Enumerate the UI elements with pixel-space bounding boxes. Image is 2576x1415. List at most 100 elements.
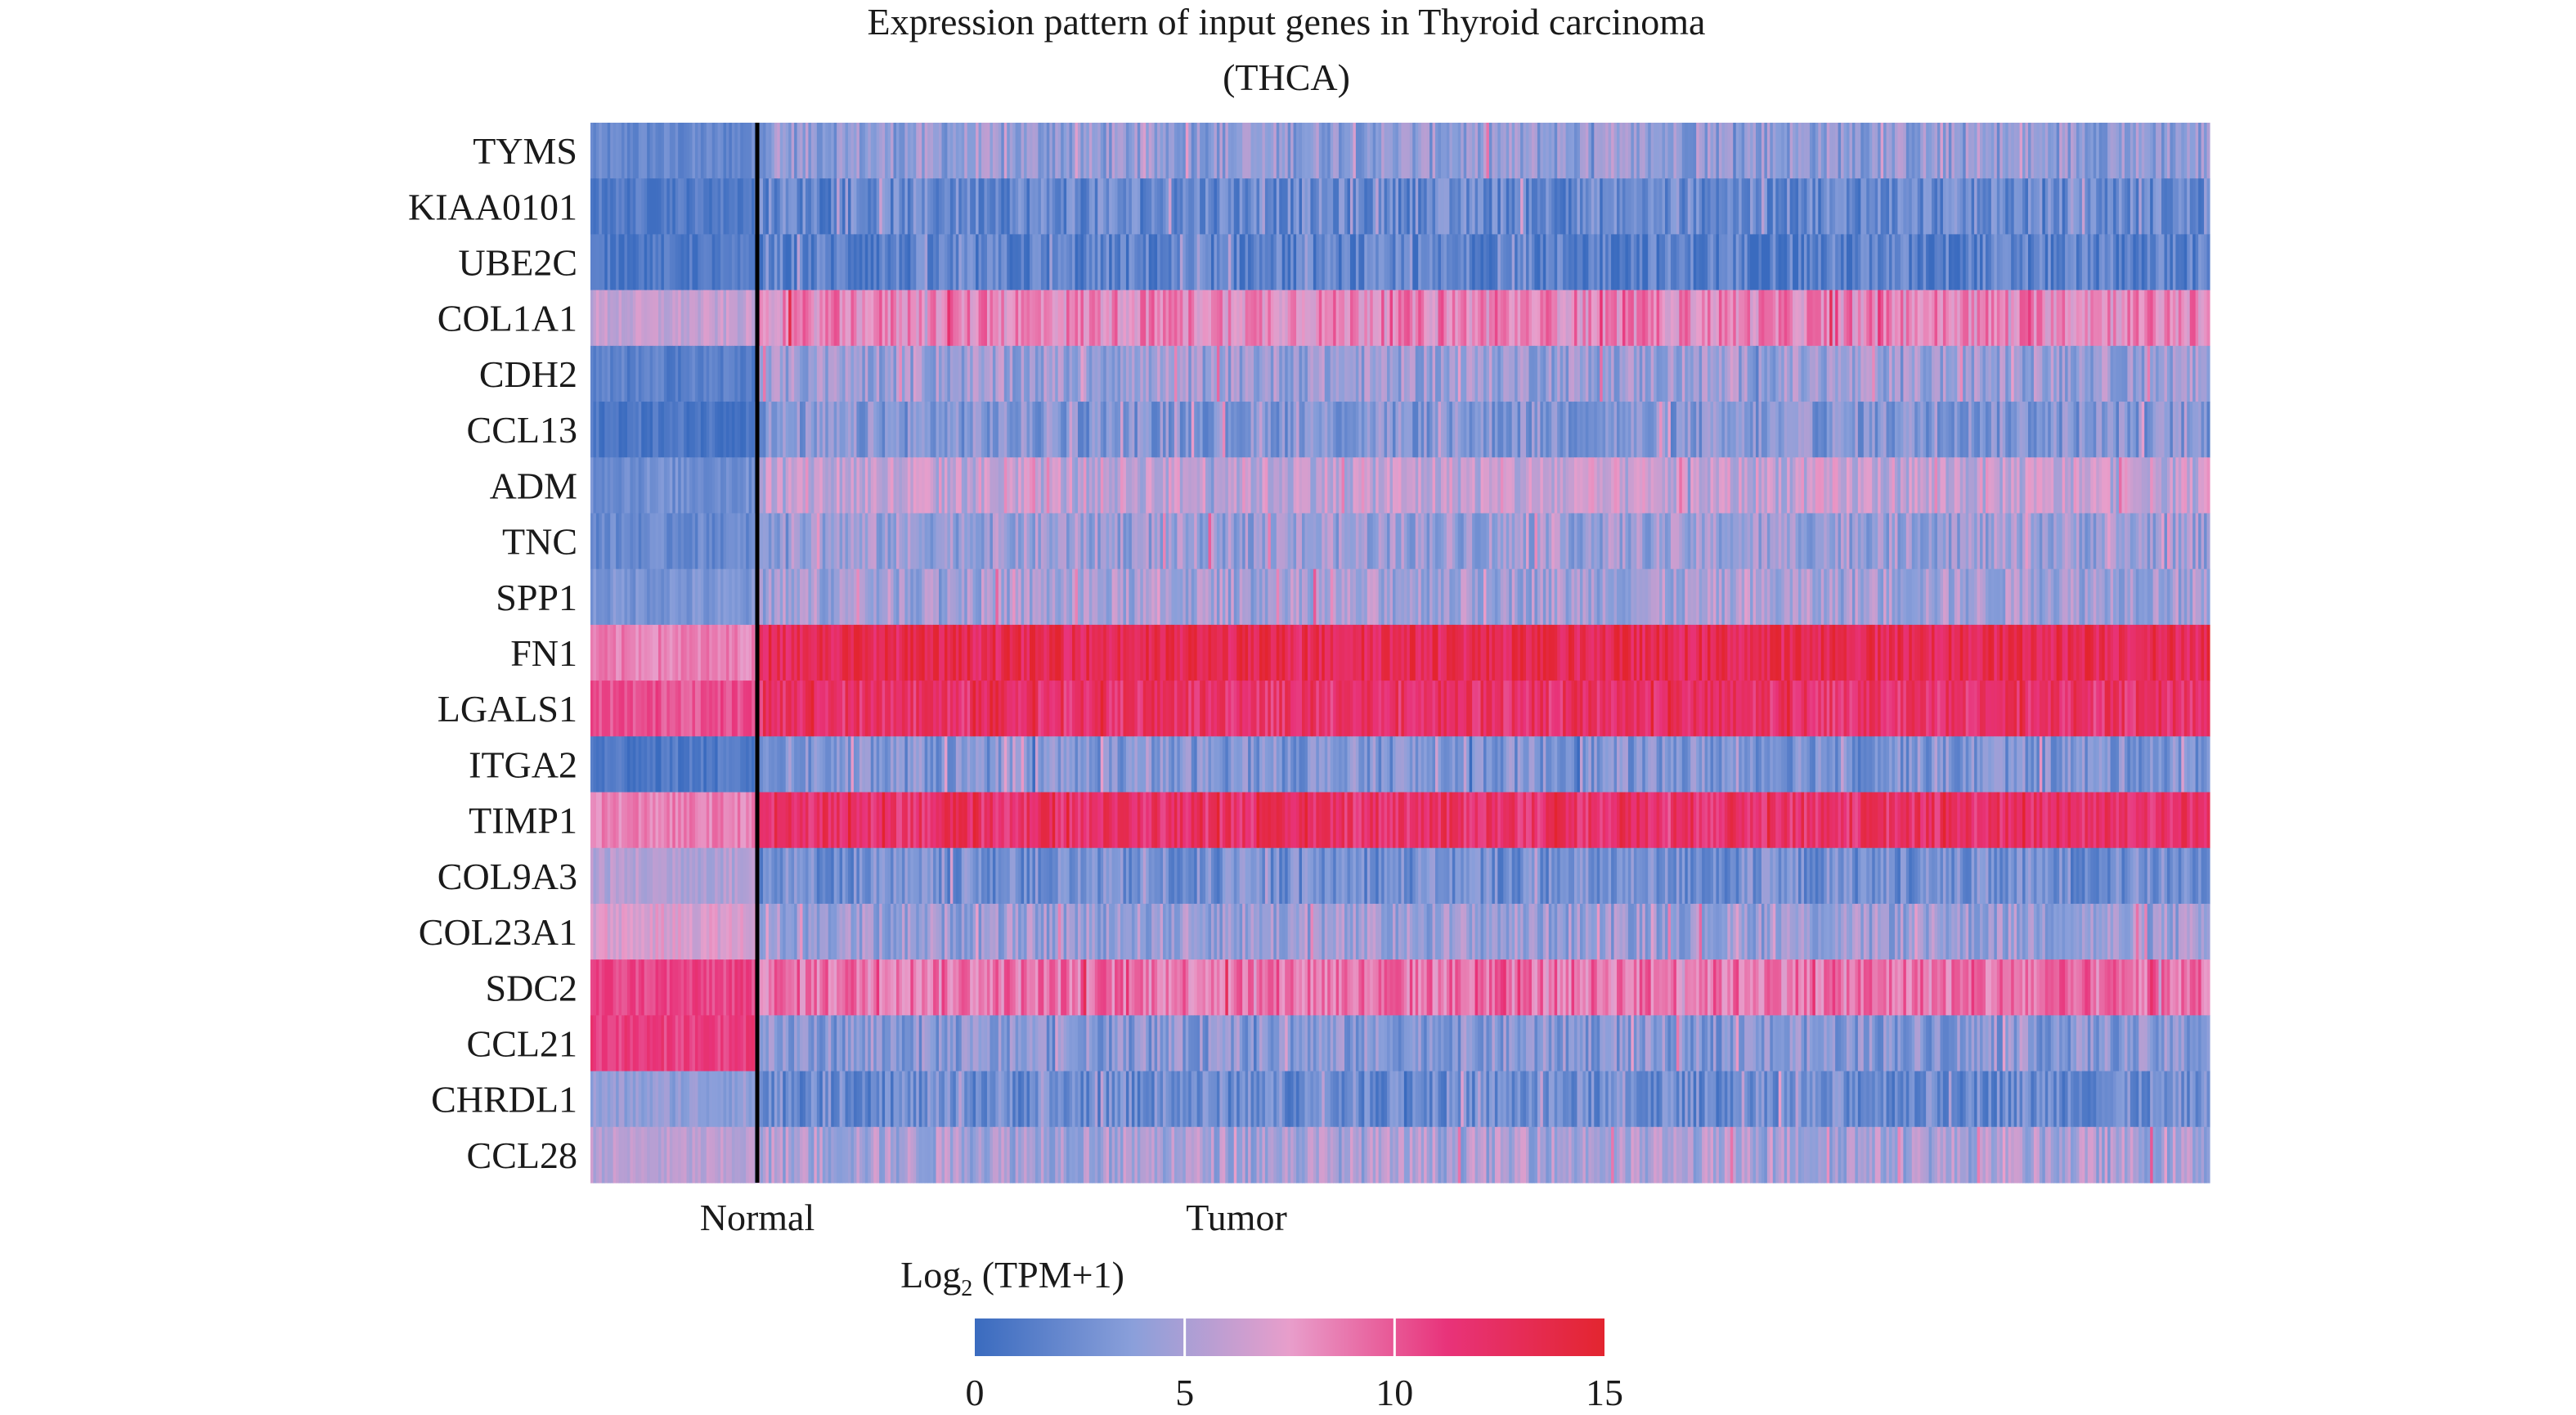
heatmap-cell-tumor bbox=[1335, 568, 1340, 626]
heatmap-cell-tumor bbox=[1878, 234, 1882, 291]
heatmap-cell-tumor bbox=[1716, 513, 1720, 570]
heatmap-cell-tumor bbox=[1509, 513, 1513, 570]
heatmap-cell-tumor bbox=[1211, 513, 1215, 570]
heatmap-cell-normal bbox=[717, 457, 721, 514]
heatmap-cell-tumor bbox=[1982, 234, 1986, 291]
heatmap-cell-tumor bbox=[1982, 123, 1986, 179]
heatmap-cell-tumor bbox=[1007, 568, 1011, 626]
heatmap-cell-tumor bbox=[2187, 290, 2191, 347]
heatmap-cell-tumor bbox=[1287, 513, 1291, 570]
heatmap-cell-tumor bbox=[873, 568, 877, 626]
heatmap-cell-tumor bbox=[1894, 345, 1899, 402]
heatmap-cell-tumor bbox=[2013, 290, 2017, 347]
heatmap-cell-tumor bbox=[1878, 290, 1882, 347]
heatmap-cell-normal bbox=[689, 568, 693, 626]
heatmap-cell-tumor bbox=[2059, 402, 2063, 458]
heatmap-cell-tumor bbox=[1353, 457, 1357, 514]
heatmap-cell-tumor bbox=[904, 568, 909, 626]
heatmap-cell-tumor bbox=[1838, 513, 1842, 570]
heatmap-cell-tumor bbox=[1540, 290, 1544, 347]
heatmap-cell-tumor bbox=[1339, 457, 1343, 514]
heatmap-cell-tumor bbox=[1285, 123, 1289, 179]
heatmap-cell-tumor bbox=[936, 402, 940, 458]
heatmap-cell-normal bbox=[703, 513, 707, 570]
heatmap-cell-tumor bbox=[1474, 568, 1479, 626]
heatmap-cell-normal bbox=[626, 178, 631, 236]
heatmap-cell-tumor bbox=[1281, 234, 1286, 291]
heatmap-cell-tumor bbox=[1264, 568, 1268, 626]
heatmap-cell-tumor bbox=[2067, 123, 2071, 179]
heatmap-cell-normal bbox=[647, 234, 651, 291]
heatmap-cell-tumor bbox=[2198, 123, 2202, 179]
heatmap-cell-tumor bbox=[916, 457, 920, 514]
heatmap-cell-tumor bbox=[1293, 457, 1297, 514]
heatmap-cell-tumor bbox=[1457, 402, 1461, 458]
heatmap-cell-tumor bbox=[1523, 178, 1527, 236]
heatmap-cell-tumor bbox=[1492, 345, 1496, 402]
heatmap-cell-tumor bbox=[1497, 234, 1501, 291]
heatmap-cell-tumor bbox=[1497, 568, 1501, 626]
heatmap-cell-tumor bbox=[1233, 234, 1237, 291]
heatmap-cell-tumor bbox=[1324, 178, 1328, 236]
heatmap-cell-tumor bbox=[947, 178, 951, 236]
heatmap-cell-tumor bbox=[1704, 123, 1708, 179]
heatmap-cell-tumor bbox=[2005, 234, 2009, 291]
heatmap-cell-tumor bbox=[814, 568, 818, 626]
heatmap-cell-tumor bbox=[2116, 234, 2120, 291]
heatmap-cell-tumor bbox=[1227, 123, 1232, 179]
heatmap-cell-tumor bbox=[1279, 513, 1283, 570]
heatmap-cell-tumor bbox=[1026, 290, 1030, 347]
heatmap-cell-tumor bbox=[1327, 123, 1331, 179]
heatmap-cell-tumor bbox=[1216, 234, 1221, 291]
heatmap-cell-tumor bbox=[816, 178, 820, 236]
heatmap-cell-tumor bbox=[2017, 234, 2021, 291]
heatmap-cell-tumor bbox=[1174, 178, 1178, 236]
heatmap-cell-tumor bbox=[2201, 402, 2205, 458]
heatmap-cell-normal bbox=[675, 513, 679, 570]
heatmap-cell-tumor bbox=[1046, 457, 1050, 514]
heatmap-cell-tumor bbox=[1959, 123, 1963, 179]
heatmap-cell-normal bbox=[607, 290, 611, 347]
heatmap-cell-tumor bbox=[1109, 123, 1113, 179]
heatmap-cell-tumor bbox=[1820, 513, 1824, 570]
heatmap-cell-tumor bbox=[1568, 513, 1573, 570]
heatmap-cell-tumor bbox=[961, 290, 965, 347]
heatmap-cell-tumor bbox=[1211, 234, 1215, 291]
heatmap-cell-tumor bbox=[1636, 457, 1640, 514]
heatmap-cell-tumor bbox=[1455, 290, 1459, 347]
heatmap-cell-tumor bbox=[805, 457, 810, 514]
heatmap-cell-tumor bbox=[1645, 568, 1649, 626]
heatmap-cell-tumor bbox=[887, 290, 891, 347]
heatmap-cell-tumor bbox=[1863, 402, 1867, 458]
heatmap-cell-tumor bbox=[1926, 402, 1930, 458]
heatmap-cell-tumor bbox=[1798, 234, 1802, 291]
heatmap-cell-tumor bbox=[1520, 290, 1524, 347]
heatmap-cell-tumor bbox=[1642, 457, 1646, 514]
heatmap-cell-tumor bbox=[1866, 402, 1870, 458]
heatmap-cell-normal bbox=[632, 234, 636, 291]
heatmap-cell-normal bbox=[622, 457, 626, 514]
heatmap-cell-tumor bbox=[976, 123, 980, 179]
heatmap-cell-tumor bbox=[913, 234, 917, 291]
heatmap-cell-tumor bbox=[1546, 568, 1550, 626]
heatmap-cell-tumor bbox=[1611, 457, 1615, 514]
heatmap-cell-tumor bbox=[1310, 402, 1314, 458]
heatmap-cell-tumor bbox=[825, 513, 829, 570]
heatmap-cell-tumor bbox=[1639, 457, 1643, 514]
heatmap-cell-tumor bbox=[2033, 345, 2038, 402]
heatmap-cell-tumor bbox=[1974, 123, 1978, 179]
heatmap-cell-tumor bbox=[1137, 402, 1141, 458]
heatmap-cell-tumor bbox=[1851, 402, 1856, 458]
heatmap-cell-tumor bbox=[1917, 457, 1921, 514]
heatmap-cell-normal bbox=[655, 457, 659, 514]
heatmap-cell-tumor bbox=[1841, 513, 1845, 570]
heatmap-cell-tumor bbox=[1384, 123, 1388, 179]
heatmap-cell-normal bbox=[661, 290, 665, 347]
heatmap-cell-tumor bbox=[1781, 513, 1785, 570]
heatmap-cell-tumor bbox=[2187, 123, 2191, 179]
heatmap-cell-tumor bbox=[1389, 123, 1393, 179]
heatmap-cell-normal bbox=[720, 568, 725, 626]
heatmap-cell-tumor bbox=[2166, 234, 2171, 291]
heatmap-cell-tumor bbox=[1307, 457, 1312, 514]
heatmap-cell-tumor bbox=[1191, 234, 1195, 291]
